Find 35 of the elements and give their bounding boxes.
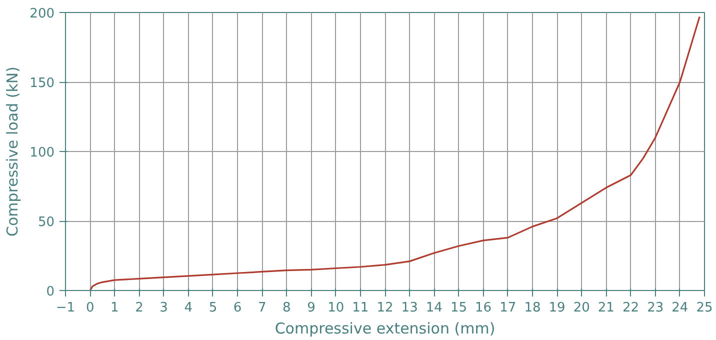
x-tick-label: 11 bbox=[352, 300, 369, 316]
x-tick-label: 7 bbox=[258, 300, 266, 316]
x-tick-label: 14 bbox=[426, 300, 442, 316]
x-axis-title: Compressive extension (mm) bbox=[274, 320, 496, 338]
x-tick-label: 15 bbox=[450, 300, 468, 316]
y-tick-label: 200 bbox=[30, 6, 55, 22]
line-series bbox=[89, 16, 700, 290]
x-tick-label: 16 bbox=[475, 300, 492, 316]
x-tick-label: 5 bbox=[208, 300, 218, 316]
x-tick-label: −1 bbox=[56, 300, 76, 316]
x-tick-label: 0 bbox=[86, 300, 94, 316]
x-tick-label: 9 bbox=[307, 300, 316, 316]
x-tick-label: 20 bbox=[573, 300, 590, 316]
x-tick-label: 21 bbox=[598, 300, 614, 316]
x-tick-label: 24 bbox=[672, 300, 688, 316]
x-tick-label: 25 bbox=[696, 300, 713, 316]
x-tick-label: 10 bbox=[328, 300, 344, 316]
x-tick-label: 23 bbox=[647, 300, 664, 316]
x-tick-label: 22 bbox=[622, 300, 640, 316]
x-tick-label: 1 bbox=[110, 300, 119, 316]
x-tick-label: 13 bbox=[401, 300, 418, 316]
y-tick-label: 0 bbox=[46, 284, 55, 300]
y-tick-label: 150 bbox=[30, 76, 55, 91]
x-tick-label: 19 bbox=[548, 300, 566, 316]
y-axis-title: Compressive load (kN) bbox=[4, 66, 22, 236]
x-tick-label: 4 bbox=[184, 300, 193, 316]
x-tick-label: 17 bbox=[500, 300, 516, 316]
x-tick-label: 8 bbox=[282, 300, 291, 316]
y-tick-label: 100 bbox=[30, 146, 55, 160]
x-tick-label: 3 bbox=[160, 300, 168, 316]
x-tick-label: 2 bbox=[135, 300, 144, 316]
y-tick-label: 50 bbox=[38, 215, 55, 230]
x-tick-label: 6 bbox=[233, 300, 242, 316]
x-tick-label: 12 bbox=[376, 300, 394, 316]
x-tick-label: 18 bbox=[524, 300, 541, 316]
